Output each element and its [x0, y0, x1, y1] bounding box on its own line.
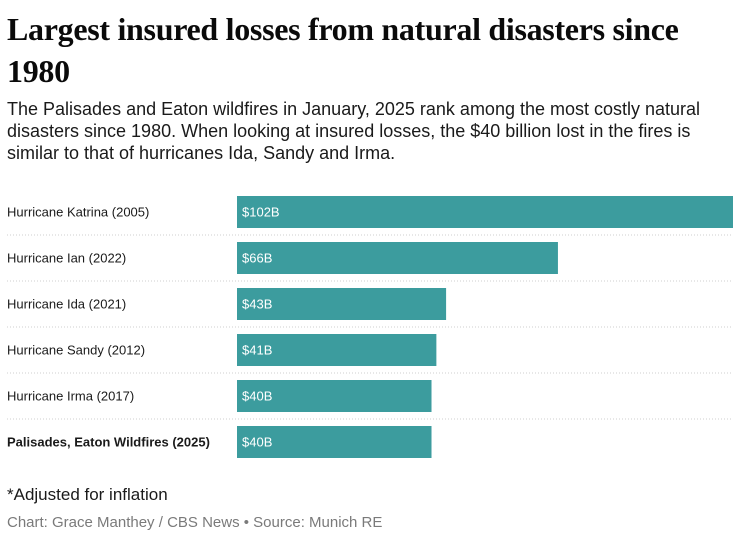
category-label: Hurricane Ida (2021): [7, 297, 126, 312]
value-label: $43B: [242, 297, 272, 312]
chart-subtitle: The Palisades and Eaton wildfires in Jan…: [7, 99, 701, 163]
bar: [237, 196, 733, 228]
chart-title: Largest insured losses from natural disa…: [7, 11, 679, 89]
value-label: $41B: [242, 343, 272, 358]
value-label: $40B: [242, 389, 272, 404]
category-label: Hurricane Ian (2022): [7, 251, 126, 266]
bar: [237, 426, 432, 458]
source-credit: Chart: Grace Manthey / CBS News • Source…: [7, 514, 383, 531]
footnote: *Adjusted for inflation: [7, 485, 168, 504]
category-label: Hurricane Katrina (2005): [7, 205, 149, 220]
value-label: $66B: [242, 251, 272, 266]
bar-chart: Hurricane Katrina (2005) $102B Hurricane I…: [7, 196, 733, 458]
bar: [237, 242, 558, 274]
bar: [237, 380, 432, 412]
bar: [237, 334, 437, 366]
bar: [237, 288, 447, 320]
value-label: $102B: [242, 205, 280, 220]
category-label: Palisades, Eaton Wildfires (2025): [7, 435, 210, 450]
value-label: $40B: [242, 435, 272, 450]
category-label: Hurricane Irma (2017): [7, 389, 134, 404]
category-label: Hurricane Sandy (2012): [7, 343, 145, 358]
